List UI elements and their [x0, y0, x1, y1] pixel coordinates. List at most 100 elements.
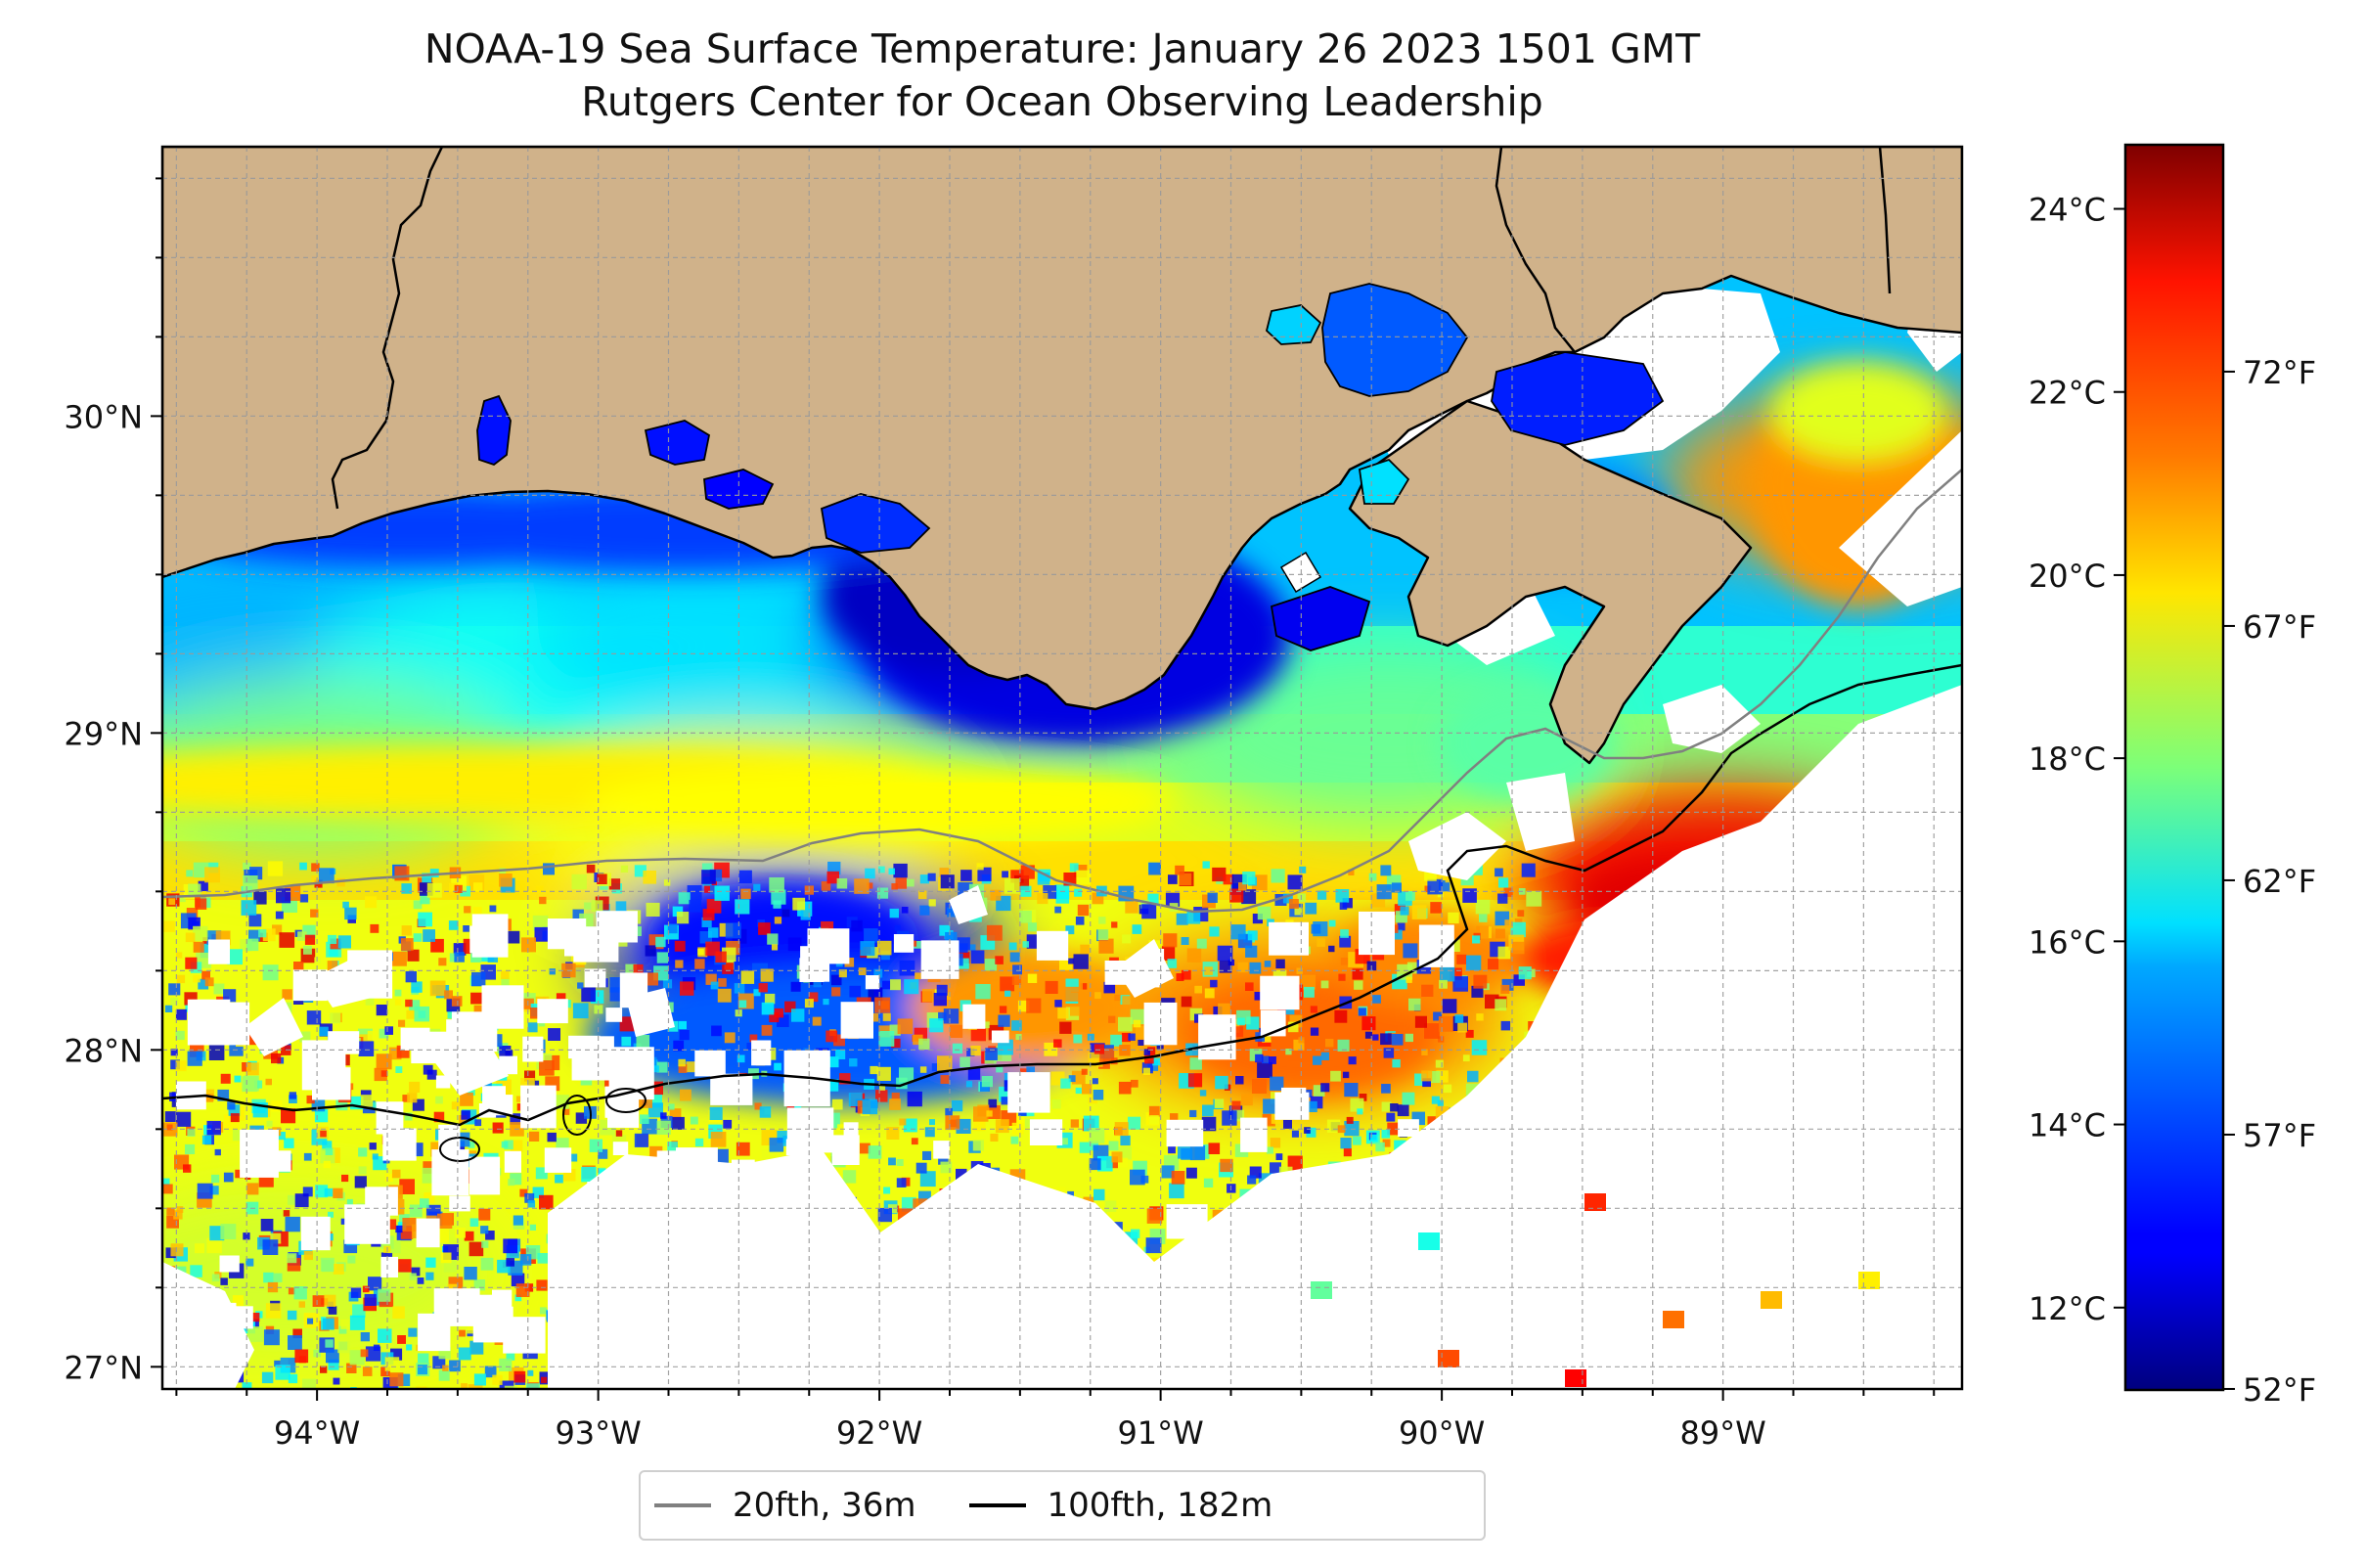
sst-pixel	[694, 1138, 704, 1147]
sst-pixel	[645, 972, 658, 986]
sst-pixel	[899, 960, 915, 976]
sst-pixel	[615, 1130, 623, 1137]
sst-pixel	[893, 863, 908, 878]
sst-pixel	[678, 892, 691, 905]
sst-pixel	[1076, 870, 1092, 885]
sst-pixel	[895, 877, 908, 889]
sst-pixel	[426, 1069, 437, 1080]
sst-pixel	[678, 1058, 686, 1067]
sst-pixel	[1001, 1097, 1009, 1105]
sst-pixel	[1456, 954, 1467, 964]
sst-pixel	[1186, 910, 1201, 924]
sst-pixel	[1338, 973, 1346, 981]
sst-pixel	[318, 868, 335, 884]
cloud-pixel	[1349, 1203, 1378, 1236]
sst-pixel	[213, 983, 225, 995]
sst-pixel	[405, 999, 413, 1008]
sst-pixel	[694, 959, 705, 969]
sst-pixel	[952, 1043, 963, 1053]
sst-pixel	[284, 1138, 294, 1148]
sst-pixel	[407, 949, 420, 962]
cloud-pixel	[197, 1302, 237, 1345]
sst-pixel	[940, 1161, 953, 1174]
sst-pixel	[1358, 1008, 1366, 1016]
sst-pixel	[1512, 941, 1525, 955]
sst-pixel	[417, 1277, 424, 1284]
cloud-pixel	[1398, 1119, 1419, 1137]
fahrenheit-tick-label: 57°F	[2243, 1117, 2316, 1154]
sst-pixel	[394, 866, 410, 881]
sst-pixel	[1381, 1130, 1391, 1139]
sst-pixel	[1187, 1073, 1203, 1088]
sst-pixel	[360, 1332, 370, 1342]
sst-pixel	[940, 1075, 950, 1084]
sst-pixel	[288, 1287, 295, 1295]
sst-pixel	[1241, 1094, 1253, 1106]
sst-pixel	[1203, 1178, 1214, 1187]
sst-pixel	[1011, 1020, 1022, 1031]
sst-pixel	[598, 1148, 608, 1159]
sst-pixel	[248, 914, 262, 927]
sst-pixel	[275, 1365, 290, 1380]
sst-pixel	[425, 1272, 434, 1280]
sst-pixel	[1111, 1151, 1123, 1163]
sst-pixel	[615, 901, 627, 913]
sst-pixel	[1103, 981, 1116, 994]
sst-pixel	[1065, 925, 1075, 935]
sst-pixel	[384, 1357, 400, 1371]
sst-pixel	[1128, 1116, 1141, 1130]
sst-pixel	[1089, 1128, 1105, 1143]
cloud-pixel	[843, 1122, 859, 1138]
sst-pixel	[1219, 960, 1232, 973]
sst-pixel	[571, 874, 587, 890]
sst-pixel	[1375, 1142, 1385, 1152]
sst-pixel	[209, 1186, 219, 1195]
sst-pixel	[435, 1096, 443, 1104]
sst-pixel	[972, 1140, 984, 1151]
sst-pixel	[919, 1171, 936, 1187]
sst-pixel	[1204, 966, 1213, 975]
sst-pixel	[464, 1267, 477, 1280]
sst-pixel	[297, 931, 307, 941]
sst-pixel	[1348, 869, 1355, 875]
sst-pixel	[738, 1000, 747, 1008]
sst-pixel	[1438, 1036, 1445, 1043]
sst-pixel	[193, 941, 204, 953]
sst-pixel	[1152, 1057, 1160, 1066]
bank-contour	[562, 1095, 592, 1136]
sst-pixel	[325, 1147, 334, 1155]
sst-pixel	[1068, 958, 1075, 964]
sst-pixel	[827, 1056, 839, 1068]
sst-pixel	[784, 1001, 796, 1012]
sst-pixel	[1465, 1029, 1474, 1038]
sst-pixel	[867, 882, 873, 889]
sst-pixel	[945, 1107, 953, 1116]
sst-pixel	[471, 971, 486, 987]
sst-pixel	[418, 1353, 429, 1365]
sst-pixel	[753, 989, 761, 997]
sst-pixel	[1089, 1158, 1101, 1171]
sst-pixel	[1176, 973, 1184, 981]
sst-pixel	[473, 1373, 486, 1386]
sst-pixel	[337, 1340, 350, 1354]
sst-pixel	[1269, 1056, 1276, 1064]
sst-pixel	[701, 870, 716, 884]
sst-pixel	[1387, 1122, 1401, 1136]
sst-pixel	[1475, 899, 1491, 915]
sst-pixel	[303, 945, 312, 955]
cloud-pixel	[840, 1002, 873, 1039]
cloud-pixel	[445, 1052, 470, 1070]
sst-pixel	[1473, 974, 1488, 989]
sst-pixel	[999, 1006, 1007, 1013]
cloud-pixel	[786, 1107, 834, 1153]
sst-pixel	[833, 1034, 845, 1047]
sst-pixel	[865, 868, 875, 879]
sst-pixel	[262, 1239, 279, 1255]
sst-pixel	[304, 934, 316, 945]
sst-pixel	[761, 1024, 773, 1036]
sst-pixel	[1079, 1142, 1091, 1153]
sst-pixel	[957, 937, 970, 951]
sst-pixel	[1313, 1085, 1325, 1097]
sst-pixel	[1208, 1142, 1221, 1154]
